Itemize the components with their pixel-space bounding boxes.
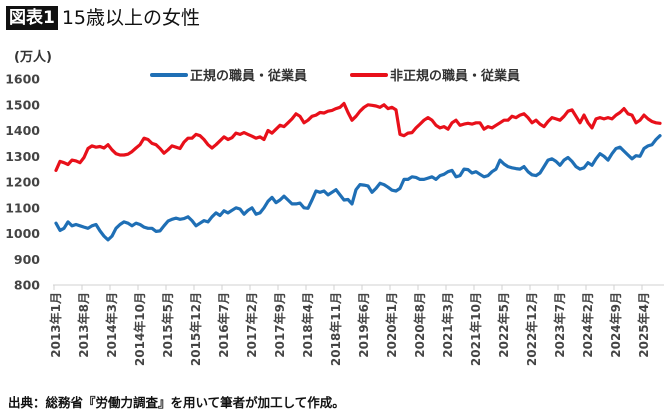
x-tick-label: 2022年12月 [524, 292, 539, 366]
x-tick-label: 2013年8月 [76, 292, 91, 358]
chart-title-text: 15歳以上の女性 [61, 7, 201, 29]
x-tick-label: 2014年3月 [104, 292, 119, 358]
figure-badge: 図表1 [6, 6, 58, 30]
y-axis-unit: (万人) [14, 50, 52, 65]
y-tick-label: 800 [14, 278, 40, 293]
x-tick-label: 2017年2月 [244, 292, 259, 358]
x-tick-label: 2019年6月 [356, 292, 371, 358]
x-tick-label: 2016年7月 [216, 292, 231, 358]
y-tick-label: 1600 [5, 72, 40, 87]
x-tick-label: 2021年3月 [440, 292, 455, 358]
y-tick-label: 1400 [5, 123, 40, 138]
x-tick-label: 2022年5月 [496, 292, 511, 358]
x-tick-label: 2018年4月 [300, 292, 315, 358]
y-tick-label: 1100 [5, 200, 40, 215]
legend-label: 正規の職員・従業員 [190, 68, 307, 84]
y-tick-label: 1000 [5, 226, 40, 241]
y-tick-label: 1500 [5, 97, 40, 112]
x-tick-label: 2024年9月 [608, 292, 623, 358]
x-tick-label: 2015年5月 [160, 292, 175, 358]
y-tick-label: 1300 [5, 149, 40, 164]
x-tick-label: 2017年9月 [272, 292, 287, 358]
x-tick-label: 2023年7月 [552, 292, 567, 358]
legend-label: 非正規の職員・従業員 [390, 68, 520, 84]
x-tick-label: 2025年4月 [636, 292, 651, 358]
y-tick-label: 900 [14, 252, 40, 267]
x-tick-label: 2020年1月 [384, 292, 399, 358]
x-tick-label: 2020年8月 [412, 292, 427, 358]
x-tick-label: 2013年1月 [48, 292, 63, 358]
series-line-non-regular [54, 101, 662, 172]
x-tick-label: 2021年10月 [468, 292, 483, 366]
x-tick-label: 2015年12月 [188, 292, 203, 366]
y-tick-label: 1200 [5, 175, 40, 190]
source-note: 出典：総務省『労働力調査』を用いて筆者が加工して作成。 [8, 395, 345, 410]
x-tick-label: 2024年2月 [580, 292, 595, 358]
x-tick-label: 2014年10月 [132, 292, 147, 366]
x-tick-label: 2018年11月 [328, 292, 343, 366]
chart-title: 図表1 15歳以上の女性 [6, 6, 200, 30]
series-line-regular [54, 134, 662, 242]
